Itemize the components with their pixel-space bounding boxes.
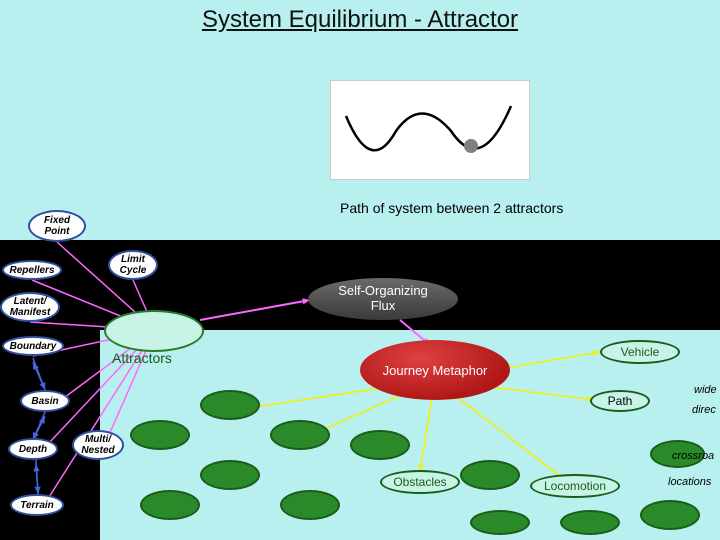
blank-node-3 xyxy=(270,420,330,450)
blank-node-8 xyxy=(470,510,530,535)
potential-well-figure xyxy=(330,80,530,180)
side-label-3: locations xyxy=(668,476,720,488)
node-terrain: Terrain xyxy=(10,494,64,516)
blank-node-4 xyxy=(280,490,340,520)
node-limit-cycle: Limit Cycle xyxy=(108,250,158,280)
side-label-1: direc xyxy=(692,404,720,416)
node-repellers: Repellers xyxy=(2,260,62,280)
well-caption: Path of system between 2 attractors xyxy=(340,200,563,216)
node-basin: Basin xyxy=(20,390,70,412)
node-path: Path xyxy=(590,390,650,412)
node-vehicle: Vehicle xyxy=(600,340,680,364)
node-multi-nested: Multi/ Nested xyxy=(72,430,124,460)
blank-node-2 xyxy=(200,460,260,490)
node-locomotion: Locomotion xyxy=(530,474,620,498)
blank-node-6 xyxy=(140,490,200,520)
title-bar: System Equilibrium - Attractor xyxy=(0,0,720,40)
node-latent-manifest: Latent/ Manifest xyxy=(0,292,60,322)
blank-node-7 xyxy=(460,460,520,490)
node-boundary: Boundary xyxy=(2,336,64,356)
side-label-0: wide xyxy=(694,384,720,396)
blank-node-5 xyxy=(350,430,410,460)
attractors-node xyxy=(104,310,204,352)
node-obstacles: Obstacles xyxy=(380,470,460,494)
blank-node-9 xyxy=(560,510,620,535)
page-title: System Equilibrium - Attractor xyxy=(0,6,720,34)
self-organizing-flux-node: Self-Organizing Flux xyxy=(308,278,458,320)
blank-node-0 xyxy=(130,420,190,450)
blank-node-1 xyxy=(200,390,260,420)
node-depth: Depth xyxy=(8,438,58,460)
attractors-label: Attractors xyxy=(112,350,172,366)
side-label-2: crossroa xyxy=(672,450,720,462)
blank-node-10 xyxy=(640,500,700,530)
journey-metaphor-node: Journey Metaphor xyxy=(360,340,510,400)
node-fixed-point: Fixed Point xyxy=(28,210,86,242)
